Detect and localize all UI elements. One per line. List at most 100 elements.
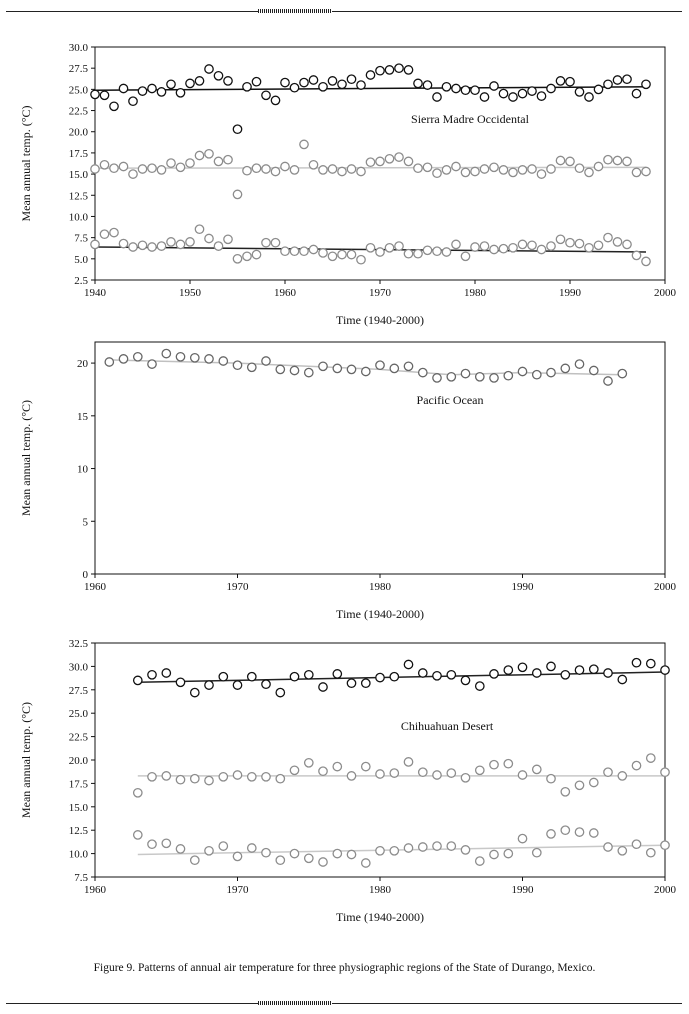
chart-1-series-2-point — [375, 156, 385, 167]
chart-1-series-1-point — [603, 79, 613, 90]
chart-3-series-2-point — [246, 771, 257, 782]
chart-2-series-1-point — [546, 367, 556, 378]
chart-1-series-1-point — [90, 89, 100, 100]
chart-3-y-tick-label: 15.0 — [69, 802, 89, 814]
chart-1-series-1-point — [413, 78, 423, 89]
chart-1-y-tick-label: 5.0 — [74, 254, 88, 266]
chart-2-series-1-point — [332, 363, 343, 374]
chart-2-series-1-point — [460, 368, 471, 379]
chart-3-series-1-point — [432, 670, 442, 681]
chart-2-series-1-point — [147, 359, 157, 369]
chart-3-series-2-point — [360, 761, 371, 772]
chart-1-region-title: Sierra Madre Occidental — [411, 112, 530, 126]
chart-1-series-1-point — [128, 96, 138, 107]
chart-3-series-1-point — [574, 665, 585, 675]
chart-1-series-1-point — [232, 124, 243, 135]
chart-1-series-3-point — [156, 241, 167, 251]
chart-1-series-2-point — [318, 165, 328, 175]
chart-1-series-1-point — [508, 92, 518, 102]
chart-1-series-1-point — [451, 83, 461, 94]
chart-1-y-tick-label: 15.0 — [69, 169, 89, 181]
chart-3-x-tick-label: 1980 — [369, 884, 392, 896]
chart-3-series-1-point — [175, 677, 186, 688]
chart-3-series-1-point — [375, 672, 385, 683]
chart-1-series-3-point — [99, 229, 110, 240]
chart-3-series-2-point — [432, 770, 442, 780]
chart-1-series-2-point — [565, 156, 575, 167]
chart-3-series-3-point — [588, 828, 599, 838]
chart-3-series-2-point — [261, 771, 271, 782]
chart-3-series-2-point — [446, 768, 457, 778]
chart-3-series-2-point — [588, 777, 599, 788]
chart-1-series-1-point — [565, 76, 575, 87]
chart-1-series-3-point — [489, 244, 499, 255]
chart-3-series-2-point — [546, 773, 556, 784]
chart-1-series-2-point — [622, 156, 632, 167]
chart-1-series-2-point — [251, 163, 262, 174]
chart-1-series-2-point — [612, 155, 623, 166]
chart-3-series-3-point — [432, 841, 442, 851]
chart-3-series-3-point — [489, 849, 499, 860]
chart-3-y-tick-label: 17.5 — [69, 778, 89, 790]
chart-3-series-3-point — [660, 840, 670, 851]
chart-1-series-2-point — [118, 161, 129, 172]
chart-1-series-1-point — [584, 92, 594, 102]
chart-1-series-2-point — [536, 169, 547, 179]
chart-1-y-tick-label: 7.5 — [74, 233, 88, 245]
chart-2-series-1-point — [489, 373, 499, 383]
chart-1-series-1-point — [403, 65, 414, 75]
chart-1-series-2-point — [147, 163, 157, 174]
chart-3-series-1-point — [446, 669, 457, 680]
bottom-rule — [6, 1003, 682, 1004]
chart-3-series-2-point — [389, 768, 400, 778]
chart-1-series-1-point — [346, 74, 357, 85]
chart-1-series-2-point — [242, 165, 252, 176]
chart-1-series-2-point — [384, 153, 395, 164]
chart-1-series-3-point — [365, 242, 376, 253]
chart-2-x-tick-label: 1990 — [512, 581, 535, 593]
chart-3-series-1-point — [318, 682, 328, 692]
chart-1-series-3-point — [118, 238, 129, 249]
chart-3-series-1-point — [246, 671, 257, 682]
chart-1-series-3-point — [451, 239, 461, 250]
chart-1-series-3-point — [574, 238, 585, 249]
chart-1-series-1-point — [631, 88, 642, 99]
chart-1-y-tick-label: 10.0 — [69, 211, 89, 223]
chart-1-series-1-point — [118, 83, 129, 94]
chart-1-series-3-point — [175, 239, 186, 250]
chart-2-series-1-point — [360, 366, 371, 377]
chart-3-series-3-point — [375, 845, 385, 856]
chart-3-series-2-point — [460, 772, 471, 783]
chart-3-series-3-point — [460, 845, 471, 855]
chart-3-series-2-point — [417, 767, 428, 778]
chart-3-series-3-point — [560, 825, 571, 836]
chart-3-series-1-point — [460, 675, 471, 686]
chart-3-series-3-point — [631, 839, 642, 850]
chart-1-series-3-point — [375, 247, 385, 257]
chart-3-series-3-point — [275, 855, 286, 866]
chart-1-series-2-point — [308, 159, 319, 170]
chart-2-plot-frame — [94, 341, 666, 575]
chart-2-series-1-point — [503, 370, 514, 381]
chart-1-series-1-point — [156, 87, 167, 97]
chart-1-y-axis-label: Mean annual temp. (°C) — [19, 105, 33, 221]
chart-2-series-1-point — [189, 352, 200, 363]
chart-1-series-2-point — [204, 148, 214, 159]
chart-1-series-2-point — [546, 164, 556, 174]
chart-3-series-1-point — [389, 671, 400, 682]
chart-3-series-2-point — [204, 775, 214, 786]
chart-3-series-1-point — [660, 665, 670, 675]
chart-1-series-2-point — [270, 166, 281, 177]
chart-2-series-1-point — [303, 367, 314, 378]
chart-3-series-1-point — [403, 659, 414, 670]
chart-1-series-3-point — [356, 254, 366, 265]
chart-1-y-tick-label: 20.0 — [69, 127, 89, 139]
chart-2-x-tick-label: 1980 — [369, 581, 392, 593]
chart-1-series-1-point — [194, 76, 205, 86]
chart-1-series-1-point — [384, 65, 395, 75]
chart-3-series-1-point — [631, 657, 642, 668]
chart-3-series-2-point — [132, 787, 143, 798]
chart-3-series-2-point — [531, 764, 542, 775]
chart-1-series-2-point — [90, 164, 100, 174]
chart-1-series-1-point — [185, 78, 195, 89]
